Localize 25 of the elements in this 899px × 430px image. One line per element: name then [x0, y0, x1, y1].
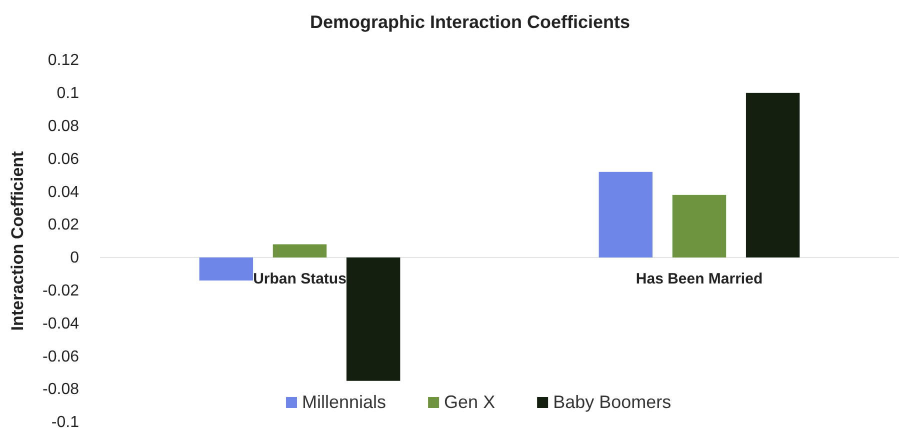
y-tick-label: 0.06	[48, 150, 80, 168]
y-tick-label: 0.1	[56, 85, 80, 102]
x-tick-label: Urban Status	[253, 270, 346, 288]
bar	[598, 172, 653, 258]
y-tick-label: 0.08	[48, 118, 80, 135]
bar	[272, 244, 327, 258]
legend-label: Gen X	[444, 392, 496, 412]
chart-title: Demographic Interaction Coefficients	[310, 12, 630, 32]
y-tick-label: 0	[70, 250, 80, 267]
y-tick-label: -0.02	[42, 282, 80, 300]
y-tick-label: -0.08	[42, 381, 80, 398]
y-tick-label: -0.1	[51, 414, 80, 430]
bar	[672, 194, 726, 258]
y-tick-label: -0.06	[42, 348, 80, 366]
legend-label: Baby Boomers	[553, 392, 672, 412]
bar	[346, 257, 400, 381]
y-axis-title: Interaction Coefficient	[8, 150, 27, 331]
bar	[746, 92, 800, 258]
x-tick-label: Has Been Married	[636, 270, 763, 288]
bar	[199, 257, 254, 280]
y-tick-label: -0.04	[42, 315, 80, 332]
y-tick-label: 0.04	[48, 184, 80, 201]
legend-label: Millennials	[302, 392, 386, 412]
y-tick-label: 0.02	[48, 216, 80, 234]
y-tick-label: 0.12	[48, 52, 80, 70]
